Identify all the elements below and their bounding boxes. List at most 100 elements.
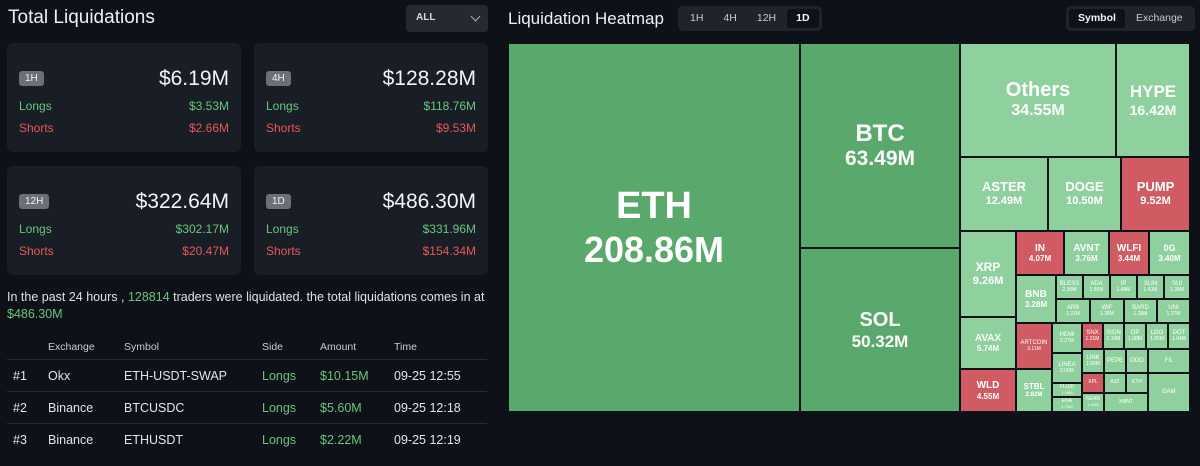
tile-symbol: WIF (1101, 304, 1113, 311)
card-1h: 1H $6.19M Longs $3.53M Shorts $2.66M (7, 43, 241, 152)
longs-value: $3.53M (188, 99, 229, 113)
heatmap-tile[interactable]: FIL (1148, 349, 1190, 373)
tile-value: 10.50M (1066, 195, 1103, 208)
tile-symbol: Others (1005, 79, 1071, 102)
summary-text: In the past 24 hours , 128814 traders we… (7, 289, 485, 323)
tile-symbol: XPL (1088, 379, 1098, 386)
heatmap-tile[interactable]: ENA 1.79M (1052, 397, 1082, 412)
tab-4h[interactable]: 4H (723, 12, 737, 24)
tile-symbol: WLD (976, 380, 1000, 392)
heatmap-tile[interactable]: ARB 1.31M (1056, 299, 1090, 323)
heatmap-tile[interactable]: WIF 1.28M (1090, 299, 1124, 323)
tile-symbol: A2Z (1110, 379, 1120, 386)
heatmap-tile[interactable]: XPL (1082, 373, 1104, 393)
heatmap-tile[interactable]: FLUID 1.15M (1052, 383, 1082, 397)
tile-value: 1.10M (1106, 335, 1121, 342)
longs-label: Longs (19, 99, 52, 113)
tile-symbol: ARTCOIN (1020, 339, 1048, 346)
page-title: Total Liquidations (8, 7, 155, 28)
table-row[interactable]: #3 Binance ETHUSDT Longs $2.22M 09-25 12… (7, 424, 487, 456)
tile-value: 4.55M (976, 391, 1000, 401)
heatmap-tile[interactable]: DOGE 10.50M (1048, 157, 1121, 231)
tile-symbol: PEPE (1106, 357, 1123, 364)
tile-symbol: SIGN (1106, 329, 1121, 336)
heatmap-tile[interactable]: SOL 50.32M (800, 248, 960, 412)
heatmap-tile[interactable]: ODO (1126, 349, 1148, 373)
row-rank: #1 (13, 368, 27, 383)
shorts-label: Shorts (266, 244, 301, 258)
heatmap-tile[interactable]: LDO 1.05M (1146, 323, 1168, 349)
tile-value: 1.85M (1089, 286, 1104, 293)
card-total: $322.64M (135, 190, 229, 213)
heatmap-tile[interactable]: WLD 4.55M (960, 369, 1016, 412)
table-row[interactable]: #1 Okx ETH-USDT-SWAP Longs $10.15M 09-25… (7, 360, 487, 392)
tile-value: 1.00M (1086, 360, 1100, 367)
tile-symbol: ADA (1090, 280, 1103, 287)
tile-value: 3.44M (1117, 254, 1141, 264)
row-time: 09-25 12:55 (394, 368, 461, 383)
tab-12h[interactable]: 12H (756, 12, 777, 24)
heatmap-tile[interactable]: WLFI 3.44M (1109, 231, 1149, 275)
row-rank: #2 (13, 400, 27, 415)
heatmap-tile[interactable]: DAM (1148, 373, 1190, 412)
heatmap-tile[interactable]: ASTER 12.49M (960, 157, 1048, 231)
row-exchange: Okx (48, 368, 71, 383)
shorts-value: $2.66M (188, 121, 229, 135)
shorts-value: $154.34M (422, 244, 476, 258)
heatmap-tile[interactable]: HEMI 2.27M (1052, 323, 1082, 353)
row-symbol: BTCUSDC (124, 400, 185, 415)
tab-symbol[interactable]: Symbol (1069, 9, 1125, 28)
heatmap-tile[interactable]: Others 34.55M (960, 43, 1116, 157)
heatmap-tile[interactable]: UNI 1.27M (1157, 299, 1190, 323)
heatmap-tile[interactable]: STBL 2.82M (1016, 369, 1052, 412)
heatmap-tile[interactable]: 0G 3.40M (1149, 231, 1190, 275)
longs-value: $331.96M (422, 222, 476, 236)
heatmap-tile[interactable]: XMNT (1104, 393, 1148, 412)
heatmap-tile[interactable]: XLIN 1.43M (1137, 275, 1164, 299)
tile-symbol: XRP (975, 259, 1001, 274)
traders-count: 128814 (127, 290, 170, 304)
heatmap-tile[interactable]: SIGN 1.10M (1103, 323, 1124, 349)
row-side: Longs (262, 400, 297, 415)
heatmap-tile[interactable]: AVAX 5.74M (960, 317, 1016, 369)
tile-symbol: DOT (1172, 329, 1186, 336)
heatmap-tile[interactable]: HYPE 16.42M (1116, 43, 1190, 157)
period-badge: 1D (266, 194, 291, 209)
heatmap-tile[interactable]: ETH (1126, 373, 1148, 393)
heatmap-tile[interactable]: BARD 1.28M (1124, 299, 1157, 323)
heatmap-tile[interactable]: ARTCOIN 3.11M (1016, 323, 1052, 369)
heatmap-tile[interactable]: ETH 208.86M (508, 43, 800, 412)
heatmap-tile[interactable]: A2Z (1104, 373, 1126, 393)
tab-1h[interactable]: 1H (690, 12, 704, 24)
heatmap-tile[interactable]: PEPE (1104, 349, 1126, 373)
heatmap-tile[interactable]: OP 1.08M (1124, 323, 1146, 349)
tab-exchange[interactable]: Exchange (1135, 12, 1183, 24)
heatmap-tile[interactable]: IP 1.48M (1110, 275, 1137, 299)
tile-value: 3.76M (1075, 254, 1098, 264)
tile-symbol: ETH (1132, 379, 1142, 386)
heatmap-tile[interactable]: AVNT 3.76M (1064, 231, 1109, 275)
heatmap-tile[interactable]: BNB 3.28M (1016, 275, 1056, 323)
table-row[interactable]: #2 Binance BTCUSDC Longs $5.60M 09-25 12… (7, 392, 487, 424)
heatmap-tile[interactable]: SNX 1.21M (1082, 323, 1103, 349)
heatmap-tile[interactable]: BTC 63.49M (800, 43, 960, 248)
heatmap-tile[interactable]: ADA 1.85M (1083, 275, 1110, 299)
heatmap-tile[interactable]: LINEA 2.00M (1052, 353, 1082, 383)
tile-value: 208.86M (583, 228, 725, 270)
longs-label: Longs (19, 222, 52, 236)
exchange-filter-dropdown[interactable]: ALL (406, 5, 488, 32)
tile-symbol: SOL (859, 308, 901, 331)
heatmap-tile[interactable]: LINK 1.00M (1082, 349, 1104, 373)
heatmap-tile[interactable]: BLESS 2.30M (1056, 275, 1083, 299)
filter-value: ALL (416, 12, 436, 23)
tile-value: 1.15M (1061, 389, 1073, 395)
heatmap-tile[interactable]: PUMP 9.52M (1121, 157, 1190, 231)
heatmap-tile[interactable]: XRP 9.26M (960, 231, 1016, 317)
tab-1d[interactable]: 1D (787, 9, 819, 28)
heatmap-tile[interactable]: IN 4.07M (1016, 231, 1064, 275)
tile-symbol: UNI (1168, 304, 1179, 311)
heatmap-tile[interactable]: SUI 1.39M (1164, 275, 1190, 299)
heatmap-tile[interactable]: DOT 1.04M (1168, 323, 1190, 349)
heatmap-tile[interactable]: NEAR 1.04M (1082, 393, 1104, 412)
row-amount: $5.60M (320, 400, 362, 415)
